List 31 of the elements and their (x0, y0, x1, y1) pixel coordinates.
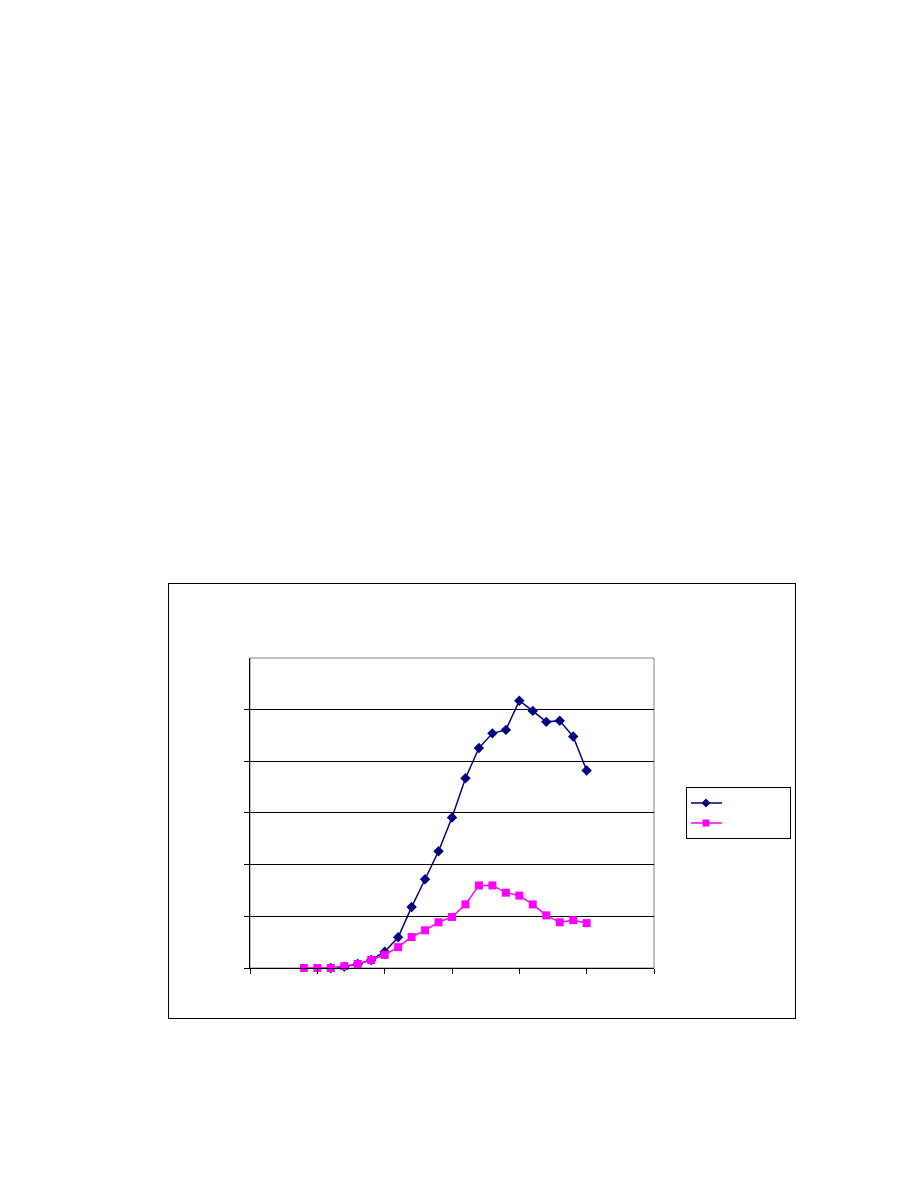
point (394, 943, 403, 952)
point (473, 742, 485, 754)
point (406, 901, 417, 913)
point (448, 912, 456, 921)
point (433, 846, 444, 857)
point (555, 918, 564, 927)
point (419, 874, 431, 885)
point (446, 812, 458, 823)
point (474, 881, 483, 890)
point (527, 705, 538, 717)
point (392, 932, 404, 943)
point (569, 916, 578, 925)
point (501, 888, 510, 897)
point (421, 926, 430, 935)
point (568, 731, 579, 742)
point (500, 724, 512, 736)
point (541, 716, 552, 728)
point (528, 900, 537, 909)
point (581, 765, 592, 776)
point (461, 900, 470, 909)
point (460, 773, 471, 784)
point (434, 918, 443, 927)
point (488, 881, 497, 890)
point (582, 919, 591, 928)
point (554, 715, 565, 726)
point (542, 911, 551, 920)
point (380, 950, 389, 959)
point (514, 695, 525, 706)
point (515, 891, 524, 900)
point (487, 728, 498, 739)
point (407, 933, 416, 941)
